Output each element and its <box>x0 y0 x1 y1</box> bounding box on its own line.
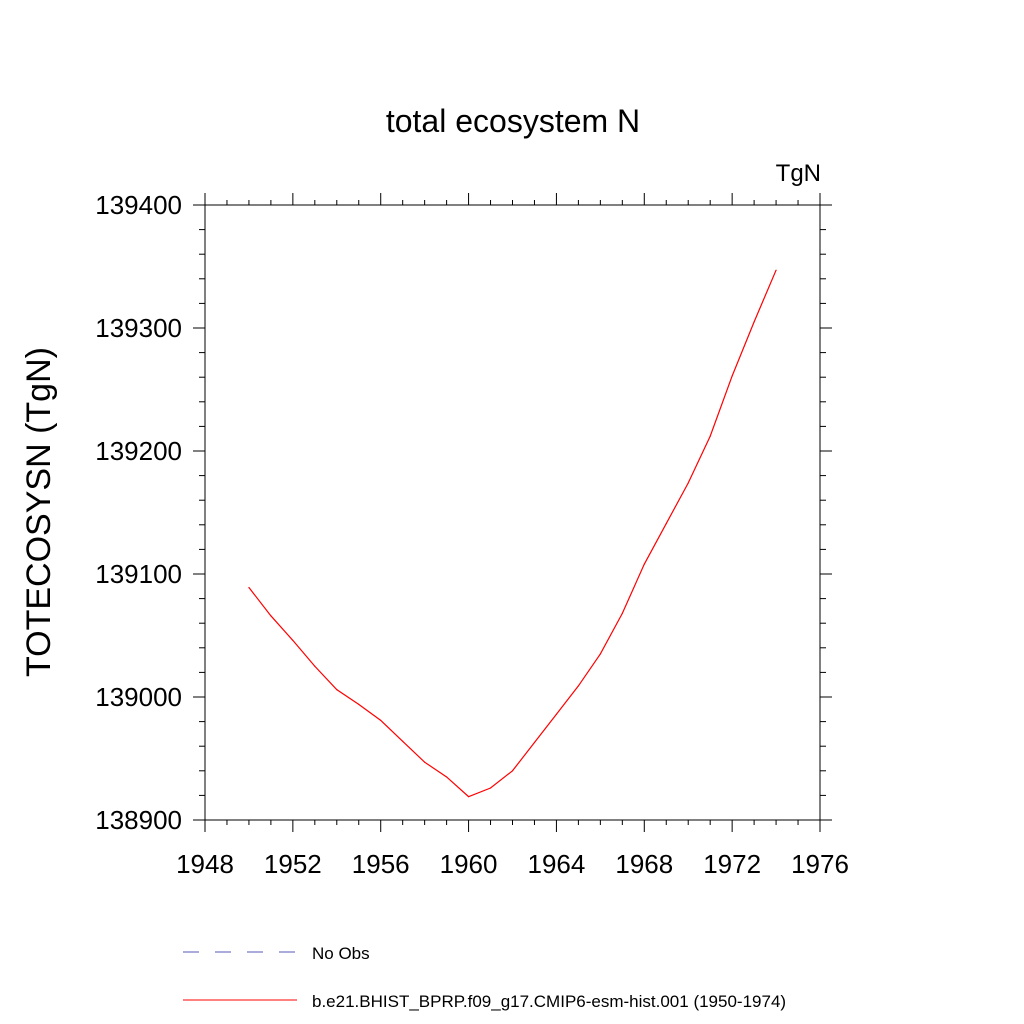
axes: 1948 1952 1956 1960 1964 1968 1972 1976 138900 13… <box>95 190 849 879</box>
data-point <box>380 719 382 721</box>
y-tick-label: 139400 <box>95 190 182 220</box>
data-point <box>424 761 426 763</box>
data-point <box>555 713 558 715</box>
series-layer <box>248 269 777 798</box>
data-point <box>446 776 448 778</box>
data-point <box>621 612 623 614</box>
data-point <box>687 482 689 484</box>
data-point <box>577 685 579 687</box>
y-tick-label: 138900 <box>95 805 182 835</box>
x-tick-label: 1948 <box>176 849 234 879</box>
data-point <box>248 586 250 589</box>
data-point <box>292 639 294 642</box>
chart-title: total ecosystem N <box>386 103 640 139</box>
data-point <box>599 653 601 655</box>
x-tick-label: 1960 <box>440 849 498 879</box>
data-point <box>402 740 404 742</box>
x-tick-label: 1952 <box>264 849 322 879</box>
units-label: TgN <box>776 160 821 187</box>
legend: No Obs b.e21.BHIST_BPRP.f09_g17.CMIP6-esm… <box>183 944 786 1011</box>
legend-label: No Obs <box>312 944 370 963</box>
data-point <box>709 435 711 437</box>
x-tick-label: 1976 <box>791 849 849 879</box>
data-point <box>467 796 470 798</box>
plot-frame <box>204 204 821 821</box>
series-line <box>248 269 777 798</box>
x-tick-label: 1956 <box>352 849 410 879</box>
data-point <box>643 563 645 565</box>
x-tick-label: 1968 <box>615 849 673 879</box>
data-point <box>753 321 755 323</box>
y-tick-label: 139100 <box>95 559 182 589</box>
data-point <box>665 522 667 525</box>
data-point <box>489 787 492 789</box>
data-point <box>270 615 272 617</box>
y-tick-label: 139200 <box>95 436 182 466</box>
data-point <box>533 741 536 744</box>
data-point <box>336 689 338 691</box>
data-point <box>511 770 514 772</box>
legend-label: b.e21.BHIST_BPRP.f09_g17.CMIP6-esm-hist.… <box>312 992 786 1011</box>
x-tick-label: 1964 <box>528 849 586 879</box>
x-tick-label: 1972 <box>703 849 761 879</box>
y-tick-label: 139000 <box>95 682 182 712</box>
data-point <box>314 665 316 667</box>
data-point <box>358 703 360 705</box>
data-point <box>731 375 733 377</box>
data-point <box>775 269 777 271</box>
y-tick-label: 139300 <box>95 313 182 343</box>
y-axis-label: TOTECOSYSN (TgN) <box>20 347 58 677</box>
